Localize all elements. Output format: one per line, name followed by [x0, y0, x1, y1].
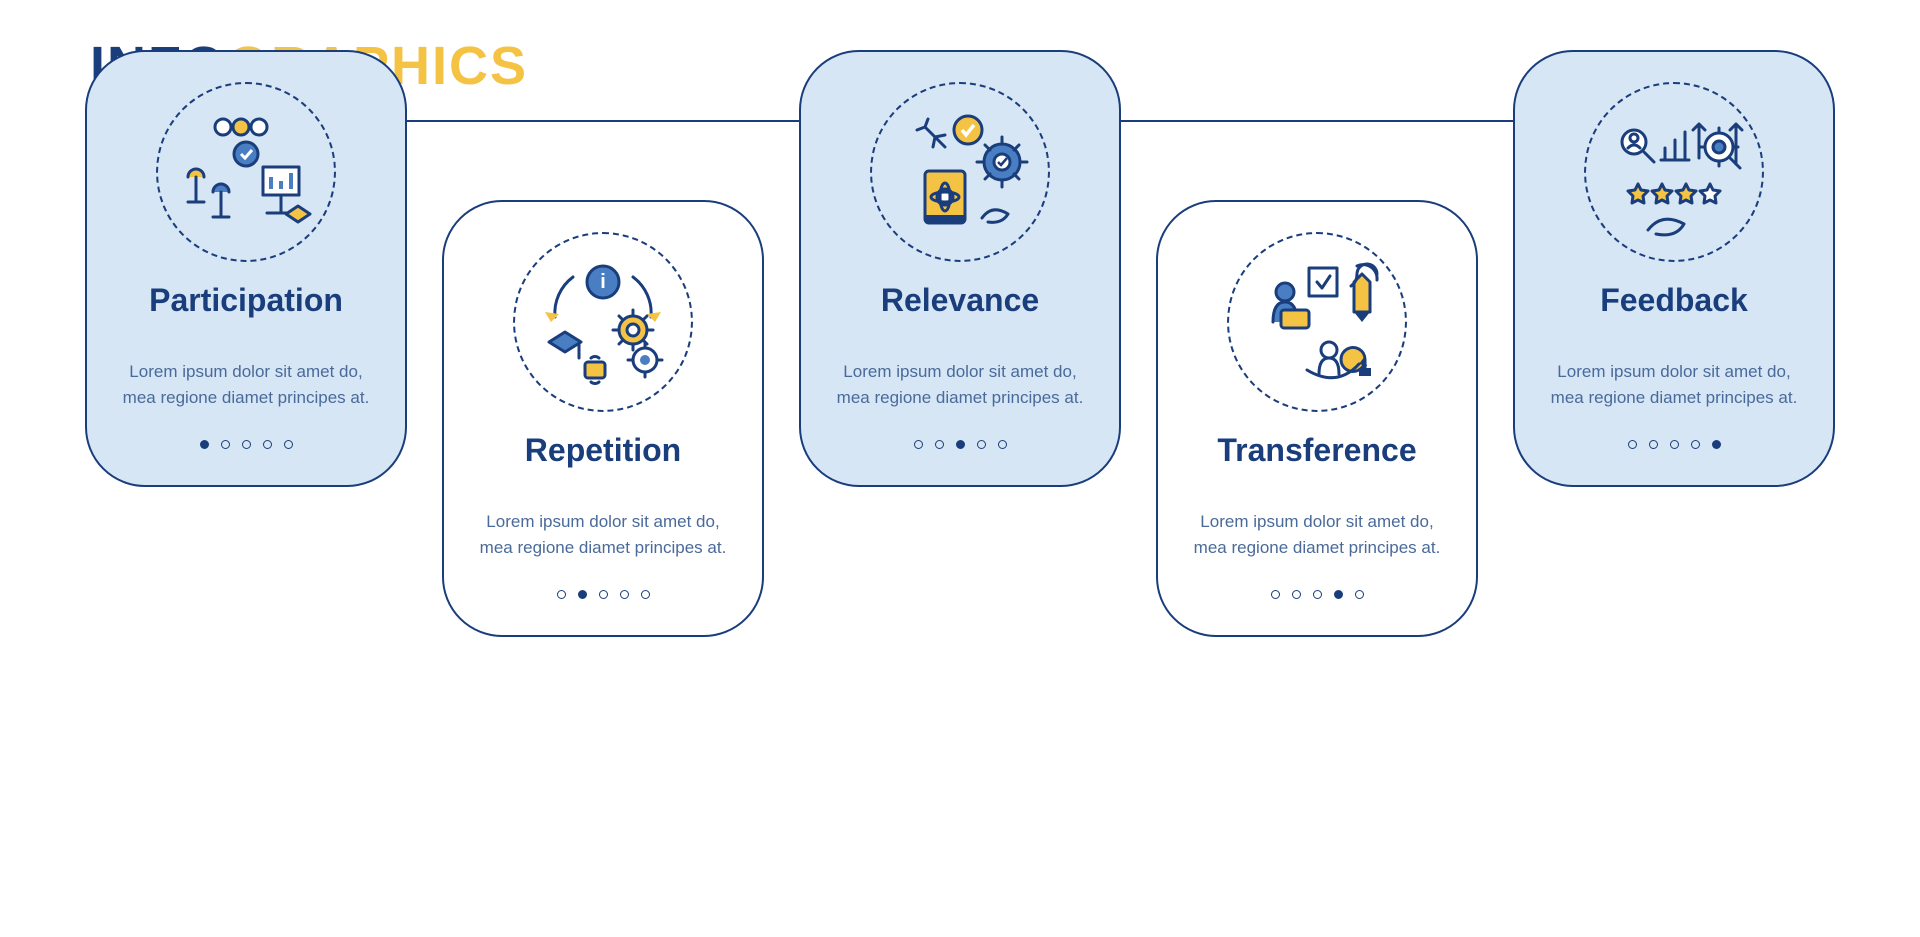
dot [977, 440, 986, 449]
dot [263, 440, 272, 449]
card-title: Relevance [825, 282, 1095, 319]
dot [620, 590, 629, 599]
svg-text:i: i [600, 271, 606, 293]
dot [221, 440, 230, 449]
dot [242, 440, 251, 449]
dot [1712, 440, 1721, 449]
dot [557, 590, 566, 599]
pagination-dots [111, 440, 381, 449]
pagination-dots [1182, 590, 1452, 599]
dot [1355, 590, 1364, 599]
card-body: Lorem ipsum dolor sit amet do, mea regio… [1182, 509, 1452, 560]
card-participation: Participation Lorem ipsum dolor sit amet … [85, 50, 407, 487]
card-body: Lorem ipsum dolor sit amet do, mea regio… [468, 509, 738, 560]
pagination-dots [468, 590, 738, 599]
card-title: Transference [1182, 432, 1452, 469]
dot [956, 440, 965, 449]
dot [914, 440, 923, 449]
transference-icon [1227, 232, 1407, 412]
dot [1691, 440, 1700, 449]
dot [935, 440, 944, 449]
dot [1649, 440, 1658, 449]
card-body: Lorem ipsum dolor sit amet do, mea regio… [825, 359, 1095, 410]
dot [1313, 590, 1322, 599]
dot [284, 440, 293, 449]
dot [1628, 440, 1637, 449]
card-body: Lorem ipsum dolor sit amet do, mea regio… [1539, 359, 1809, 410]
dot [1271, 590, 1280, 599]
card-title: Repetition [468, 432, 738, 469]
dot [1292, 590, 1301, 599]
card-title: Feedback [1539, 282, 1809, 319]
dot [641, 590, 650, 599]
dot [578, 590, 587, 599]
card-transference: Transference Lorem ipsum dolor sit amet d… [1156, 200, 1478, 637]
pagination-dots [825, 440, 1095, 449]
dot [1670, 440, 1679, 449]
pagination-dots [1539, 440, 1809, 449]
card-relevance: Relevance Lorem ipsum dolor sit amet do, … [799, 50, 1121, 487]
card-feedback: Feedback Lorem ipsum dolor sit amet do, m… [1513, 50, 1835, 487]
cards-container: Participation Lorem ipsum dolor sit amet … [85, 50, 1835, 897]
feedback-icon [1584, 82, 1764, 262]
card-repetition: i Repetition Lorem ipsum dolor sit amet d… [442, 200, 764, 637]
participation-icon [156, 82, 336, 262]
dot [1334, 590, 1343, 599]
dot [998, 440, 1007, 449]
card-title: Participation [111, 282, 381, 319]
relevance-icon [870, 82, 1050, 262]
repetition-icon: i [513, 232, 693, 412]
dot [200, 440, 209, 449]
card-body: Lorem ipsum dolor sit amet do, mea regio… [111, 359, 381, 410]
dot [599, 590, 608, 599]
